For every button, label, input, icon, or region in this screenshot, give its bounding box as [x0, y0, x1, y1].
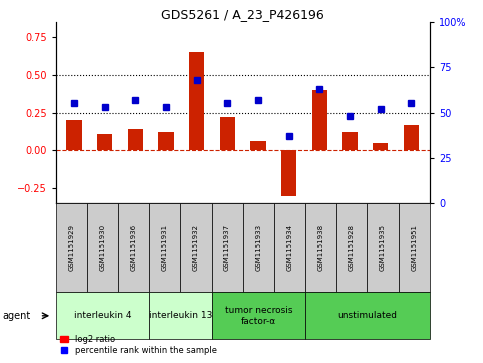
Bar: [342, 132, 358, 150]
Text: GSM1151932: GSM1151932: [193, 224, 199, 271]
Text: GSM1151933: GSM1151933: [256, 224, 261, 271]
Bar: [312, 90, 327, 150]
Text: GSM1151929: GSM1151929: [68, 224, 74, 271]
Bar: [97, 134, 113, 150]
Text: GSM1151951: GSM1151951: [411, 224, 417, 271]
Text: GSM1151935: GSM1151935: [380, 224, 386, 271]
Text: agent: agent: [2, 311, 30, 321]
Bar: [158, 132, 174, 150]
Bar: [250, 141, 266, 150]
Legend: log2 ratio, percentile rank within the sample: log2 ratio, percentile rank within the s…: [60, 335, 217, 355]
Text: unstimulated: unstimulated: [338, 311, 398, 320]
Text: GSM1151938: GSM1151938: [318, 224, 324, 271]
Text: GSM1151930: GSM1151930: [99, 224, 105, 271]
Text: interleukin 4: interleukin 4: [73, 311, 131, 320]
Text: GSM1151936: GSM1151936: [130, 224, 137, 271]
Bar: [128, 129, 143, 150]
Bar: [373, 143, 388, 150]
Bar: [404, 125, 419, 150]
Title: GDS5261 / A_23_P426196: GDS5261 / A_23_P426196: [161, 8, 324, 21]
Bar: [281, 150, 297, 196]
Bar: [66, 120, 82, 150]
Bar: [189, 52, 204, 150]
Text: GSM1151931: GSM1151931: [162, 224, 168, 271]
Text: GSM1151934: GSM1151934: [286, 224, 293, 271]
Text: interleukin 13: interleukin 13: [149, 311, 212, 320]
Text: GSM1151937: GSM1151937: [224, 224, 230, 271]
Bar: [220, 117, 235, 150]
Text: tumor necrosis
factor-α: tumor necrosis factor-α: [225, 306, 292, 326]
Text: GSM1151928: GSM1151928: [349, 224, 355, 271]
